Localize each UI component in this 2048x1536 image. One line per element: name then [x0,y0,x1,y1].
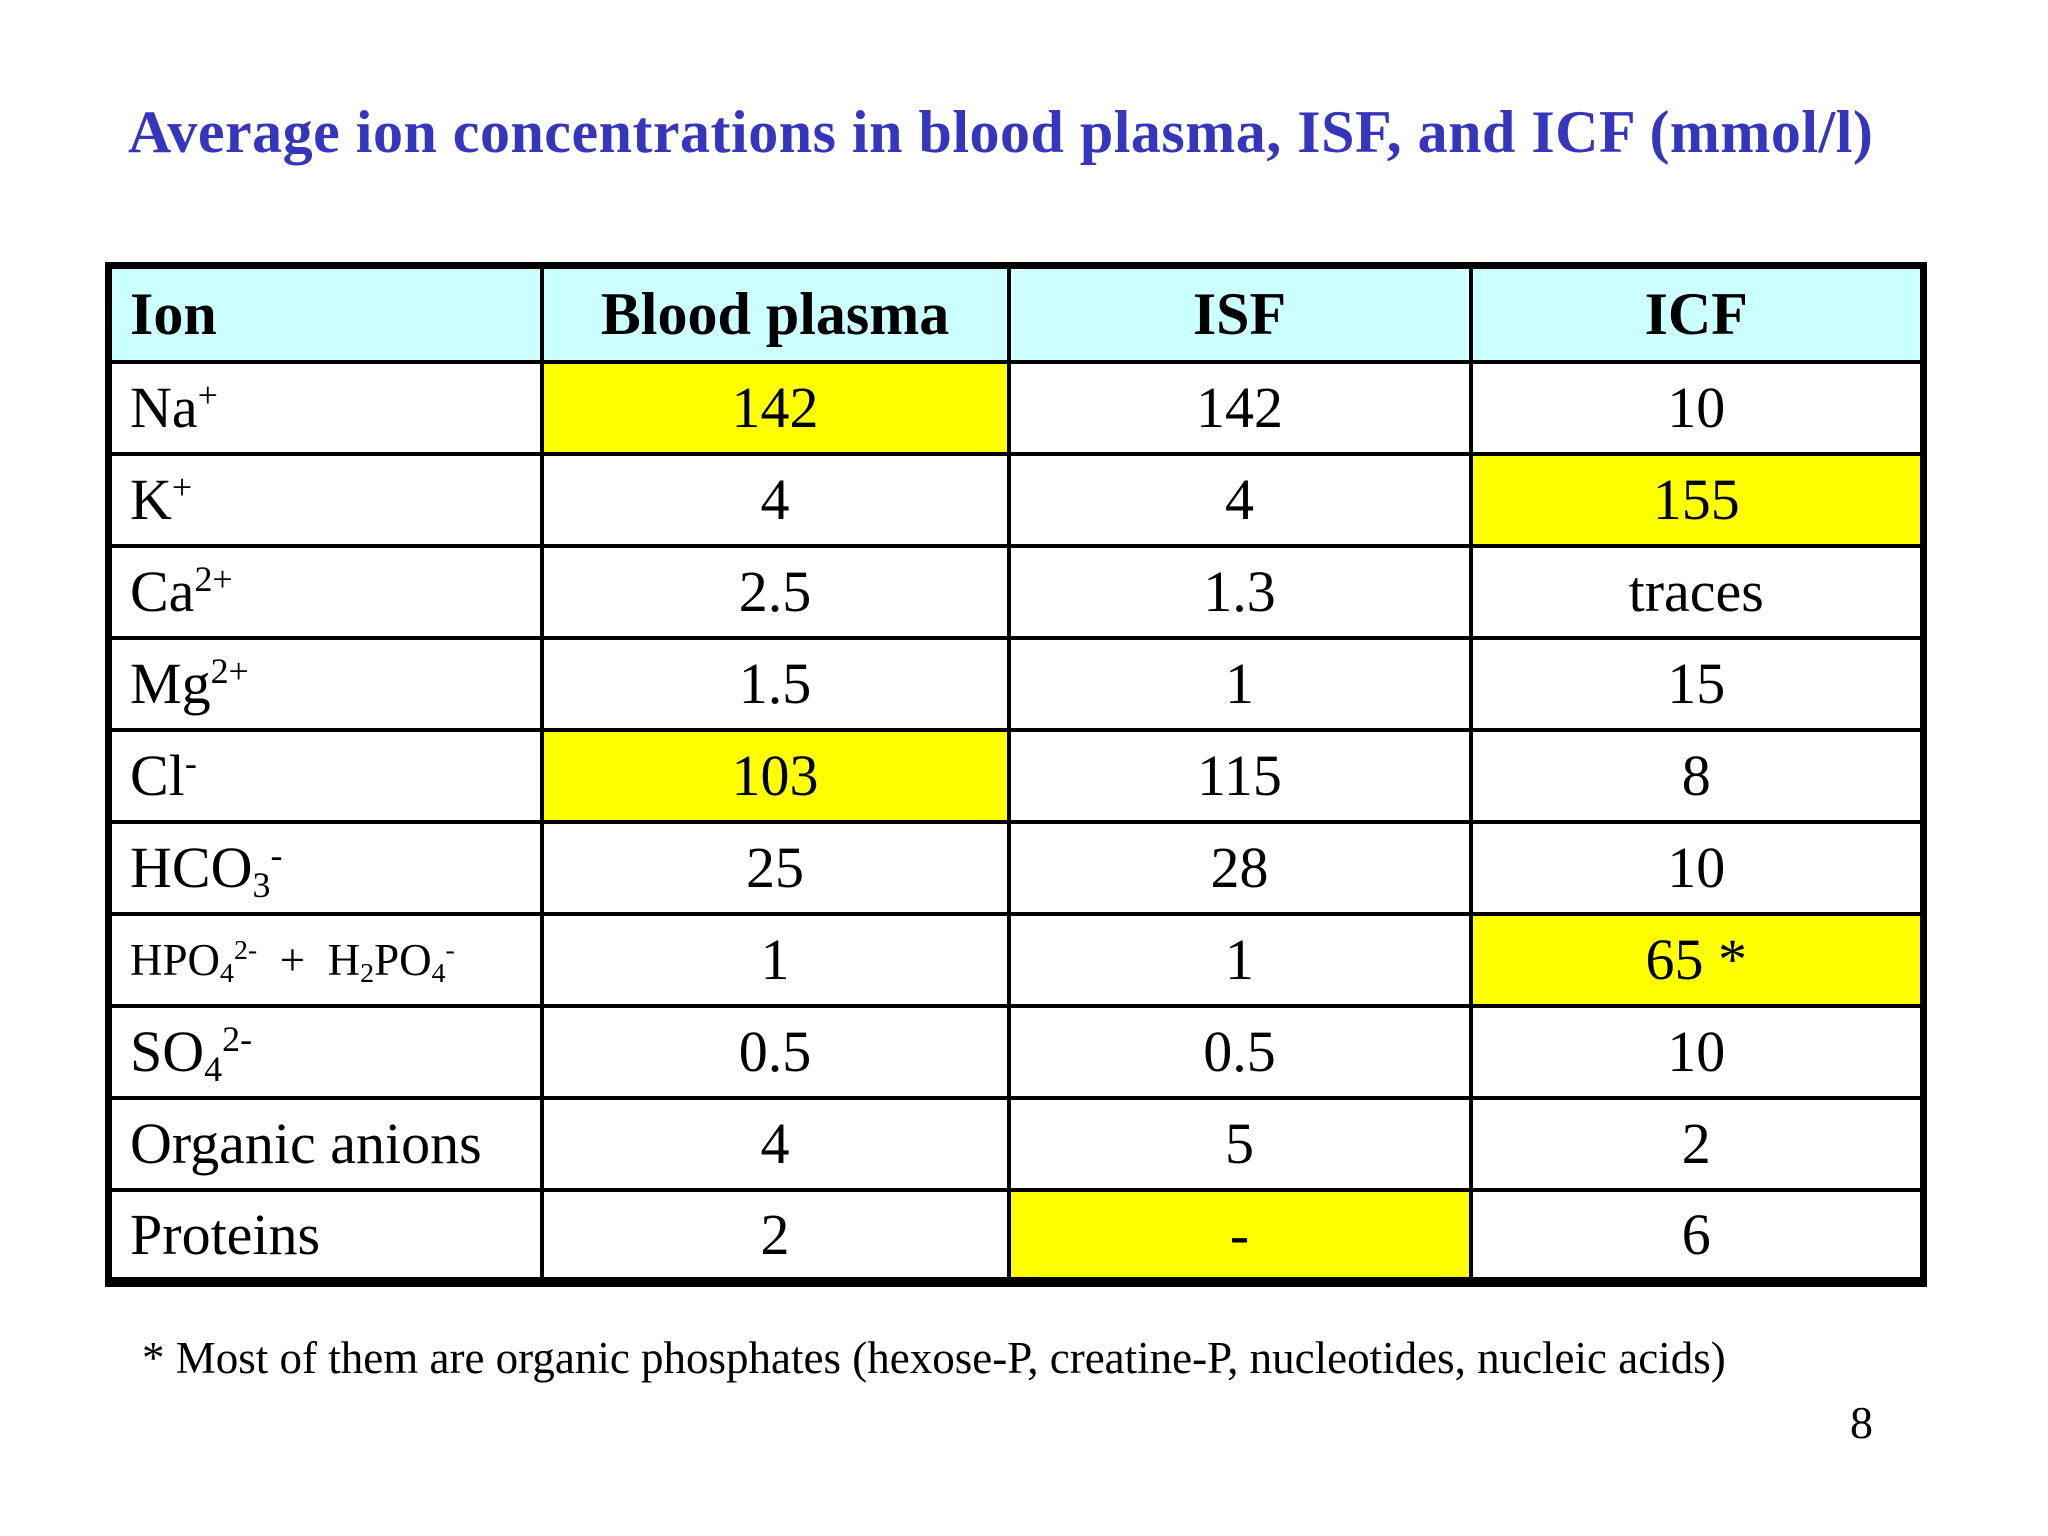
col-header-blood-plasma: Blood plasma [539,263,1011,364]
value-cell: - [1006,1187,1473,1284]
table-row: HCO3- 25 28 10 [106,819,1926,916]
page-number: 8 [1850,1397,1873,1448]
value-cell: 4 [539,451,1011,548]
table-row: SO42- 0.5 0.5 10 [106,1003,1926,1100]
value-cell: 4 [1006,451,1473,548]
value-cell: 103 [539,727,1011,824]
value-cell: 6 [1468,1187,1926,1284]
value-cell: 65 * [1468,911,1926,1008]
value-cell: 15 [1468,635,1926,732]
ion-cell: Organic anions [106,1095,544,1192]
table-row: Organic anions 4 5 2 [106,1095,1926,1192]
ion-cell: Proteins [106,1187,544,1284]
ion-cell: Na+ [106,359,544,456]
value-cell: 1 [539,911,1011,1008]
ion-cell: SO42- [106,1003,544,1100]
table-row: Ca2+ 2.5 1.3 traces [106,543,1926,640]
value-cell: 4 [539,1095,1011,1192]
ion-cell: Ca2+ [106,543,544,640]
ion-cell: Mg2+ [106,635,544,732]
value-cell: 8 [1468,727,1926,824]
value-cell: 142 [1006,359,1473,456]
table-row: K+ 4 4 155 [106,451,1926,548]
value-cell: 1 [1006,911,1473,1008]
value-cell: 10 [1468,359,1926,456]
value-cell: 5 [1006,1095,1473,1192]
value-cell: 1.3 [1006,543,1473,640]
value-cell: 0.5 [539,1003,1011,1100]
col-header-ion: Ion [106,263,544,364]
value-cell: 1 [1006,635,1473,732]
value-cell: 155 [1468,451,1926,548]
value-cell: 10 [1468,819,1926,916]
value-cell: traces [1468,543,1926,640]
ion-cell: Cl- [106,727,544,824]
table-row: Na+ 142 142 10 [106,359,1926,456]
value-cell: 2 [1468,1095,1926,1192]
table-row: Proteins 2 - 6 [106,1187,1926,1284]
col-header-icf: ICF [1468,263,1926,364]
ion-cell: HPO42- + H2PO4- [106,911,544,1008]
table-row: Cl- 103 115 8 [106,727,1926,824]
ion-concentration-table: Ion Blood plasma ISF ICF Na+ 142 142 10 … [105,262,1927,1287]
table-row: HPO42- + H2PO4- 1 1 65 * [106,911,1926,1008]
value-cell: 2 [539,1187,1011,1284]
value-cell: 10 [1468,1003,1926,1100]
value-cell: 142 [539,359,1011,456]
col-header-isf: ISF [1006,263,1473,364]
value-cell: 2.5 [539,543,1011,640]
table-header-row: Ion Blood plasma ISF ICF [106,263,1926,364]
value-cell: 1.5 [539,635,1011,732]
ion-cell: K+ [106,451,544,548]
table-row: Mg2+ 1.5 1 15 [106,635,1926,732]
slide-title: Average ion concentrations in blood plas… [128,99,1874,165]
value-cell: 25 [539,819,1011,916]
ion-cell: HCO3- [106,819,544,916]
footnote: * Most of them are organic phosphates (h… [142,1333,1726,1383]
value-cell: 0.5 [1006,1003,1473,1100]
value-cell: 28 [1006,819,1473,916]
value-cell: 115 [1006,727,1473,824]
